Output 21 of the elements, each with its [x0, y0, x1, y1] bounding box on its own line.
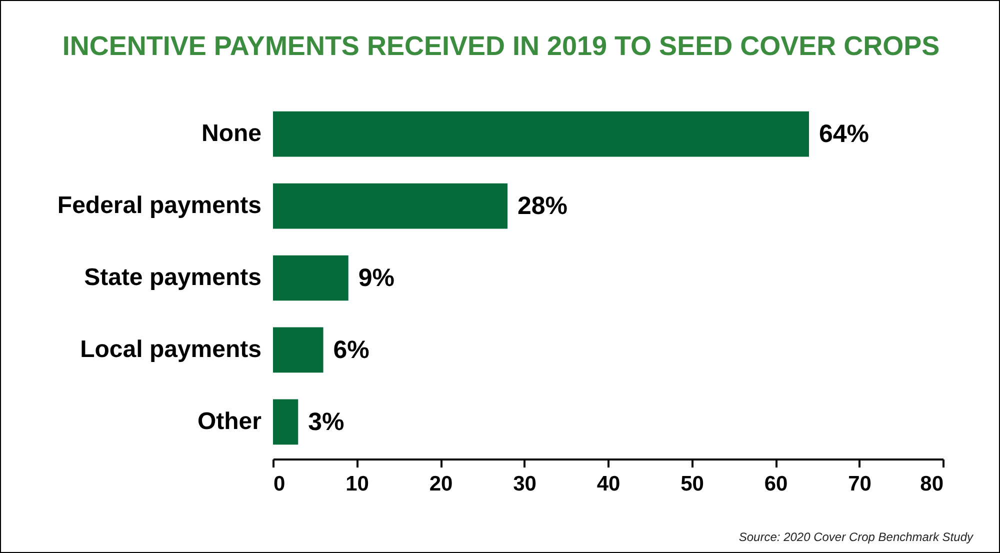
- data-label: 9%: [358, 264, 395, 292]
- y-tick-label: State payments: [84, 264, 262, 291]
- data-label: 28%: [518, 192, 568, 220]
- data-label: 3%: [308, 408, 344, 436]
- y-tick-label: None: [202, 120, 262, 148]
- x-tick-label: 30: [513, 472, 536, 496]
- x-tick-label: 0: [274, 472, 286, 496]
- data-label: 64%: [819, 120, 870, 148]
- x-tick-label: 10: [346, 472, 369, 496]
- chart-title: INCENTIVE PAYMENTS RECEIVED IN 2019 TO SEED COVER CROPS: [62, 31, 940, 61]
- x-tick-label: 80: [920, 472, 944, 496]
- y-tick-label: Local payments: [80, 336, 262, 363]
- data-label: 6%: [333, 336, 370, 364]
- x-tick-label: 40: [596, 472, 620, 496]
- x-tick-label: 50: [680, 472, 704, 496]
- x-tick-label: 70: [848, 472, 872, 496]
- y-tick-label: Federal payments: [57, 192, 262, 220]
- y-tick-label: Other: [197, 408, 262, 435]
- source-note: Source: 2020 Cover Crop Benchmark Study: [738, 530, 973, 544]
- x-tick-label: 60: [764, 472, 788, 496]
- x-tick-label: 20: [429, 472, 453, 496]
